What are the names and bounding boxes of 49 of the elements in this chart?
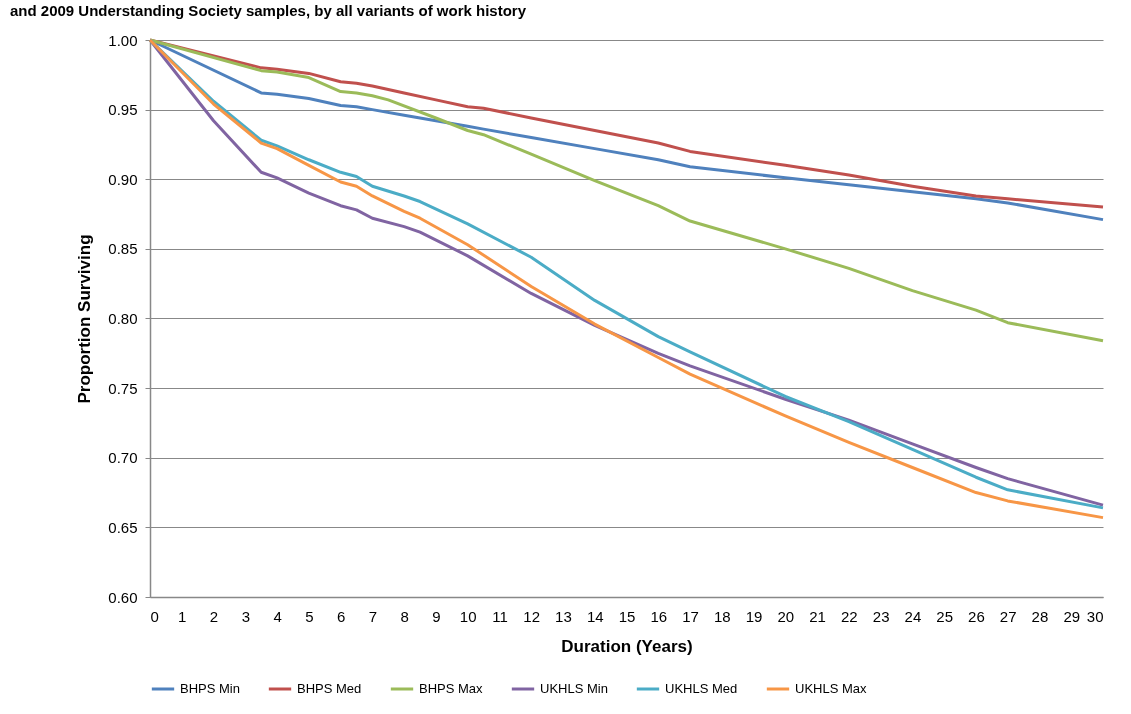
legend-label: UKHLS Med xyxy=(665,681,738,696)
x-axis-title: Duration (Years) xyxy=(561,636,693,656)
x-tick-label: 22 xyxy=(841,607,858,625)
x-tick-label: 17 xyxy=(682,607,699,625)
y-tick-label: 1.00 xyxy=(108,31,138,49)
x-tick-label: 15 xyxy=(618,607,636,625)
x-tick-label: 0 xyxy=(150,607,159,625)
x-tick-label: 21 xyxy=(809,607,826,625)
x-tick-label: 6 xyxy=(336,607,346,625)
x-tick-label: 18 xyxy=(713,607,731,625)
x-tick-label: 26 xyxy=(968,607,985,625)
x-tick-label: 7 xyxy=(368,607,378,625)
legend-label: UKHLS Max xyxy=(795,681,868,696)
x-tick-label: 24 xyxy=(904,607,922,625)
x-tick-label: 29 xyxy=(1063,607,1081,625)
y-axis-title: Proportion Surviving xyxy=(75,234,95,404)
x-tick-label: 12 xyxy=(523,607,541,625)
y-tick-label: 0.90 xyxy=(108,170,138,188)
x-tick-label: 14 xyxy=(586,607,604,625)
chart-title: and 2009 Understanding Society samples, by all variants of work history xyxy=(10,2,527,19)
y-tick-label: 0.80 xyxy=(108,310,138,327)
y-tick-label: 0.65 xyxy=(108,518,138,536)
x-tick-label: 25 xyxy=(936,607,954,625)
x-tick-label: 19 xyxy=(745,607,763,625)
x-tick-label: 8 xyxy=(400,607,409,625)
x-tick-label: 5 xyxy=(305,607,314,625)
x-tick-label: 20 xyxy=(777,607,795,625)
legend-label: BHPS Min xyxy=(180,681,240,696)
x-tick-label: 4 xyxy=(273,607,282,625)
legend-label: BHPS Max xyxy=(419,681,484,696)
legend-label: BHPS Med xyxy=(297,681,362,696)
y-tick-label: 0.85 xyxy=(108,240,138,258)
legend-label: UKHLS Min xyxy=(540,681,608,696)
x-tick-label: 16 xyxy=(650,607,668,625)
y-tick-label: 0.95 xyxy=(108,101,138,119)
x-tick-label: 30 xyxy=(1086,607,1104,625)
x-tick-label: 3 xyxy=(241,607,250,625)
x-tick-label: 13 xyxy=(555,607,572,625)
x-tick-label: 23 xyxy=(872,607,890,625)
y-tick-label: 0.75 xyxy=(108,379,138,397)
x-tick-label: 27 xyxy=(999,607,1017,625)
y-tick-label: 0.60 xyxy=(108,588,138,606)
x-tick-label: 9 xyxy=(432,607,441,625)
x-tick-label: 2 xyxy=(209,607,219,625)
x-tick-label: 11 xyxy=(492,607,508,625)
y-tick-label: 0.70 xyxy=(108,449,138,467)
x-tick-label: 10 xyxy=(459,607,477,625)
x-tick-label: 1 xyxy=(178,607,187,625)
x-tick-label: 28 xyxy=(1031,607,1049,625)
